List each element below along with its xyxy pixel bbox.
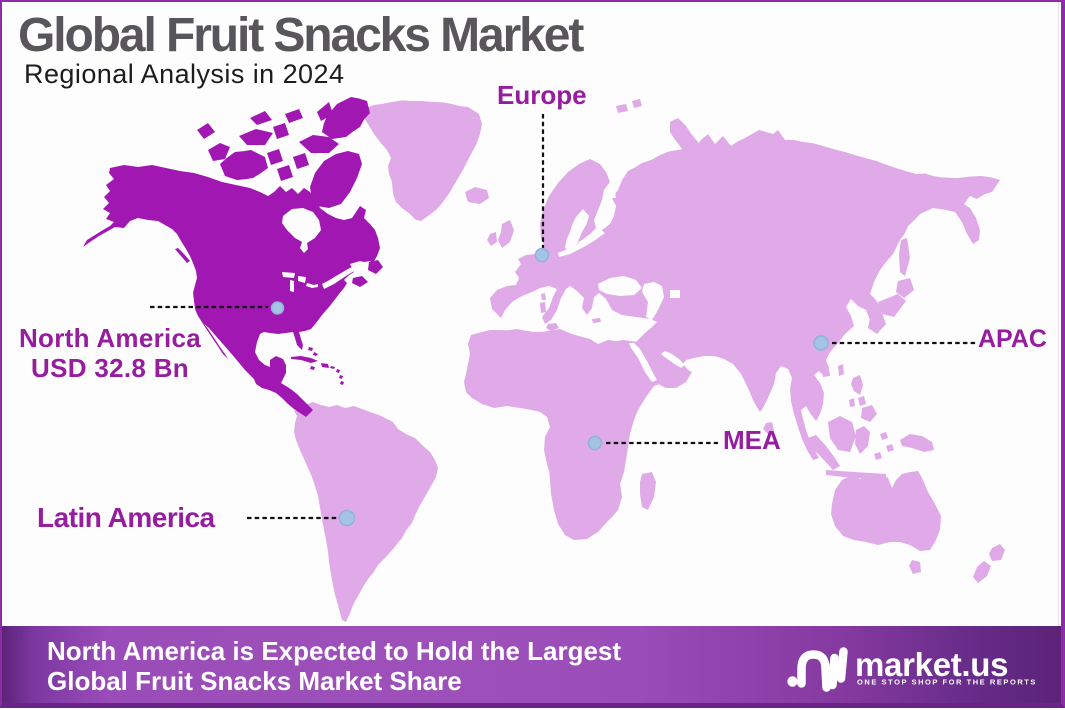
svg-text:ONE STOP SHOP FOR THE REPORTS: ONE STOP SHOP FOR THE REPORTS [857, 678, 1037, 687]
svg-text:market.us: market.us [855, 646, 1008, 683]
